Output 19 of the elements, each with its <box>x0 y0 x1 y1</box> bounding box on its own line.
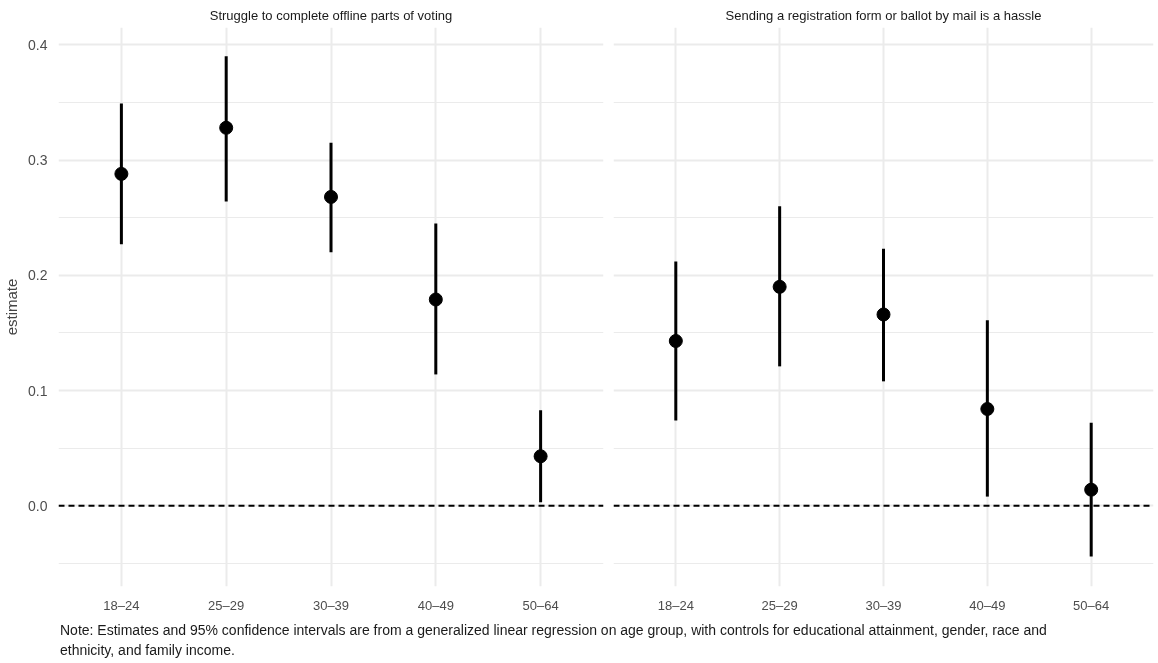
x-tick-label: 25–29 <box>761 597 798 613</box>
text: Note: Estimates and 95% confidence intervals are from a generalized linear regression on age group, with controls for educational attainment, gender, race and ethnicity, and family income. <box>60 621 1048 660</box>
x-tick-label: 25–29 <box>208 597 245 613</box>
y-tick-label: 0.3 <box>28 152 48 169</box>
y-axis-title: estimate <box>3 278 21 336</box>
chart-title: Sending a registration form or ballot by mail is a hassle <box>725 7 1042 23</box>
x-tick-label: 40–49 <box>969 597 1006 613</box>
y-tick-label: 0.1 <box>28 382 48 399</box>
x-tick-label: 30–39 <box>865 597 902 613</box>
x-tick-label: 50–64 <box>522 597 559 613</box>
x-tick-label: 18–24 <box>657 597 694 613</box>
x-tick-label: 18–24 <box>103 597 140 613</box>
chart-title: Struggle to complete offline parts of voting <box>209 7 453 23</box>
x-tick-label: 50–64 <box>1073 597 1110 613</box>
x-tick-label: 30–39 <box>312 597 350 613</box>
y-tick-label: 0.2 <box>28 267 48 284</box>
y-tick-label: 0.4 <box>28 36 48 53</box>
x-tick-label: 40–49 <box>417 597 454 613</box>
y-tick-label: 0.0 <box>28 497 48 514</box>
